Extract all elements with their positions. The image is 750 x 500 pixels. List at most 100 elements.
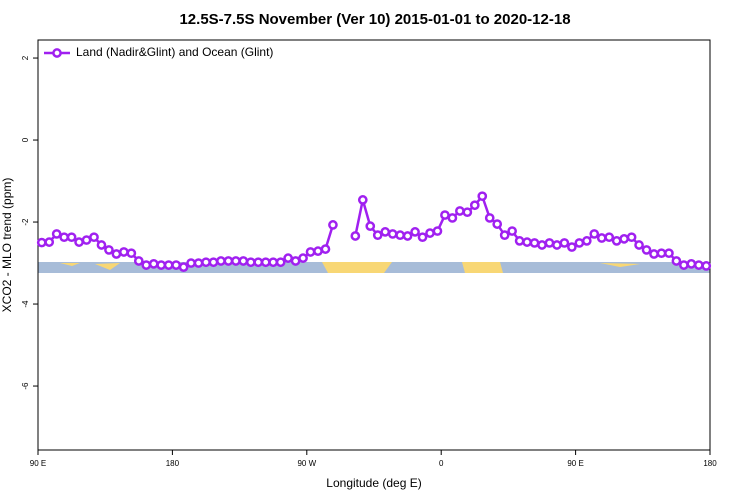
- data-point: [432, 226, 443, 236]
- x-tick-label: 90 W: [297, 459, 316, 468]
- data-point: [455, 206, 465, 216]
- data-point: [328, 220, 338, 230]
- data-point: [656, 248, 667, 259]
- data-point: [619, 234, 629, 244]
- land-ocean-strip: [38, 262, 710, 273]
- data-point: [357, 195, 368, 205]
- data-point: [522, 237, 532, 247]
- data-point: [126, 248, 137, 259]
- y-tick-label: -4: [21, 300, 30, 308]
- data-point: [290, 256, 301, 266]
- data-point: [148, 259, 159, 269]
- data-point: [253, 257, 264, 268]
- data-point: [529, 238, 540, 248]
- data-point: [544, 238, 555, 248]
- data-point: [51, 229, 62, 239]
- y-tick-label: 2: [21, 55, 30, 60]
- data-point: [604, 232, 615, 243]
- data-point: [596, 233, 607, 243]
- x-tick-label: 180: [166, 459, 180, 468]
- data-point: [223, 256, 234, 266]
- data-point: [402, 231, 413, 241]
- land-band: [322, 262, 392, 273]
- data-point: [260, 257, 271, 268]
- x-tick-label: 0: [439, 459, 444, 468]
- chart-title: 12.5S-7.5S November (Ver 10) 2015-01-01 …: [179, 11, 570, 28]
- data-point: [492, 219, 503, 229]
- data-point: [44, 237, 55, 247]
- data-point: [313, 246, 323, 256]
- data-point: [156, 260, 167, 270]
- land-speck: [60, 263, 80, 266]
- y-axis-label: XCO2 - MLO trend (ppm): [0, 178, 14, 313]
- data-point: [664, 248, 674, 259]
- y-tick-label: 0: [21, 137, 30, 142]
- data-point: [499, 230, 510, 241]
- data-point: [245, 257, 256, 268]
- data-point: [581, 236, 592, 246]
- data-point: [447, 213, 458, 223]
- data-point: [104, 245, 114, 255]
- data-point: [693, 260, 704, 270]
- x-tick-label: 90 E: [567, 459, 583, 468]
- data-point: [59, 232, 69, 243]
- x-tick-label: 180: [703, 459, 717, 468]
- land-speck: [600, 263, 640, 267]
- data-point: [201, 257, 211, 268]
- data-point: [89, 232, 99, 243]
- data-point: [193, 258, 204, 268]
- data-point: [298, 253, 308, 263]
- data-point: [81, 235, 92, 245]
- data-point: [119, 247, 129, 257]
- data-point: [133, 256, 144, 266]
- data-point: [305, 247, 316, 257]
- data-point: [634, 240, 644, 250]
- data-point: [514, 236, 525, 246]
- data-point: [574, 238, 585, 248]
- data-point: [320, 244, 331, 254]
- data-point: [567, 242, 577, 252]
- data-point: [36, 237, 47, 248]
- data-point: [507, 226, 517, 236]
- data-point: [66, 232, 77, 243]
- data-point: [417, 232, 428, 243]
- data-point: [440, 210, 450, 220]
- data-point: [641, 245, 652, 255]
- data-point: [626, 232, 637, 243]
- land-speck: [95, 263, 120, 270]
- land-band: [462, 262, 503, 273]
- data-point: [231, 256, 241, 266]
- data-point: [111, 249, 122, 259]
- data-point: [387, 229, 398, 239]
- data-point: [395, 230, 405, 241]
- data-point: [559, 238, 570, 248]
- data-point: [141, 260, 152, 270]
- data-point: [238, 256, 249, 266]
- data-point: [186, 258, 196, 268]
- data-point: [679, 260, 689, 270]
- data-point: [589, 229, 600, 239]
- data-point: [268, 257, 279, 268]
- data-point: [469, 200, 480, 211]
- data-point: [171, 260, 181, 270]
- data-point: [611, 236, 622, 246]
- data-point: [410, 227, 420, 237]
- data-point: [552, 240, 562, 250]
- data-point: [365, 221, 376, 231]
- data-point: [462, 207, 473, 218]
- y-tick-label: -6: [21, 382, 30, 390]
- legend-marker: [52, 48, 62, 58]
- x-tick-label: 90 E: [30, 459, 46, 468]
- data-point: [425, 228, 435, 238]
- data-point: [216, 256, 226, 266]
- data-point: [96, 240, 107, 250]
- x-axis-label: Longitude (deg E): [326, 476, 421, 490]
- data-point: [275, 257, 286, 268]
- data-point: [484, 213, 495, 223]
- legend-label: Land (Nadir&Glint) and Ocean (Glint): [76, 45, 273, 59]
- y-tick-label: -2: [21, 218, 30, 226]
- data-point: [701, 261, 712, 271]
- data-point: [649, 249, 659, 259]
- data-point: [283, 253, 293, 263]
